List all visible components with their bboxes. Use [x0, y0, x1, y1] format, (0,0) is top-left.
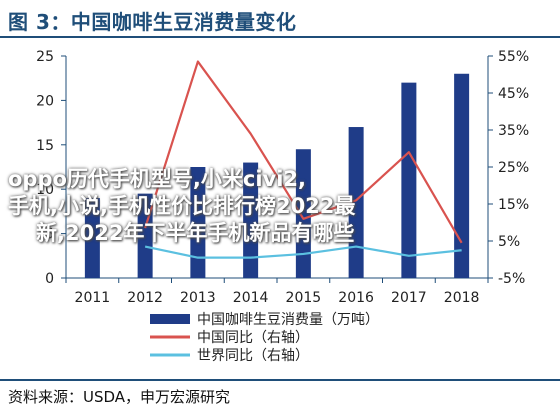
- right-tick-label: 55%: [498, 49, 529, 65]
- legend-label: 中国咖啡生豆消费量（万吨）: [197, 312, 379, 328]
- x-tick-label: 2011: [75, 290, 111, 306]
- legend-label: 世界同比（右轴）: [197, 348, 309, 364]
- title-rule: [0, 36, 560, 38]
- x-tick-label: 2014: [233, 290, 269, 306]
- bar: [401, 82, 417, 278]
- left-tick-label: 5: [45, 227, 54, 243]
- legend-label: 中国同比（右轴）: [197, 330, 309, 346]
- right-tick-label: -5%: [498, 271, 525, 287]
- right-tick-label: 25%: [498, 160, 529, 176]
- x-tick-label: 2012: [127, 290, 163, 306]
- x-tick-label: 2013: [180, 290, 216, 306]
- bar: [454, 73, 470, 278]
- bar: [84, 198, 100, 278]
- world-yoy-line: [144, 245, 462, 259]
- right-tick-label: 15%: [498, 197, 529, 213]
- right-tick-label: 5%: [498, 234, 520, 250]
- bar: [137, 193, 153, 278]
- right-tick-label: 45%: [498, 86, 529, 102]
- figure-title: 图 3：中国咖啡生豆消费量变化: [8, 10, 297, 34]
- left-tick-label: 0: [45, 271, 54, 287]
- source-note: 资料来源：USDA，申万宏源研究: [8, 388, 231, 406]
- x-tick-label: 2016: [338, 290, 374, 306]
- left-tick-label: 15: [36, 138, 54, 154]
- left-tick-label: 25: [36, 49, 54, 65]
- bar: [190, 167, 206, 278]
- left-tick-label: 20: [36, 93, 54, 109]
- right-tick-label: 35%: [498, 123, 529, 139]
- source-rule: [0, 379, 560, 381]
- legend-bar-swatch: [150, 314, 190, 324]
- china-yoy-line: [144, 60, 463, 244]
- x-tick-label: 2015: [286, 290, 322, 306]
- x-tick-label: 2018: [444, 290, 480, 306]
- x-tick-label: 2017: [391, 290, 427, 306]
- bar: [295, 149, 311, 278]
- left-tick-label: 10: [36, 182, 54, 198]
- bar: [243, 162, 259, 278]
- bar: [348, 127, 364, 278]
